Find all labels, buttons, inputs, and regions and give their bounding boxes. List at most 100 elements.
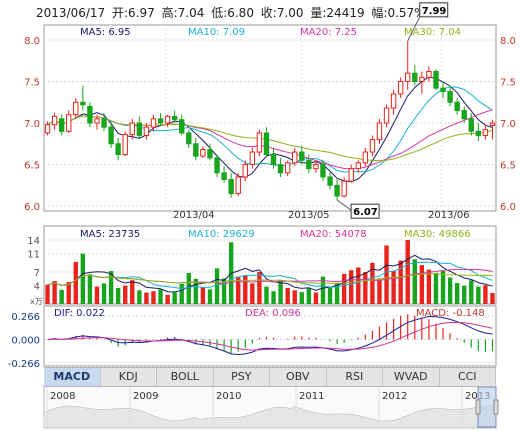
macd-dif-line [47, 315, 493, 356]
candle-body [327, 176, 333, 186]
volume-bar [271, 291, 276, 304]
candle-body [313, 164, 319, 170]
candle-body [179, 119, 185, 134]
candle-body [412, 72, 418, 82]
candle-body [101, 118, 107, 128]
price-y-tick-right: 8.0 [500, 36, 516, 47]
candle-body [376, 122, 383, 141]
tab-macd[interactable]: MACD [44, 368, 101, 386]
volume-bar [412, 259, 417, 304]
macd-y-tick: 0.000 [11, 336, 40, 347]
volume-bar [115, 288, 121, 304]
volume-bar [292, 290, 297, 304]
tab-wvad[interactable]: WVAD [383, 368, 440, 386]
high-callout-line [407, 12, 423, 42]
volume-bar [236, 276, 241, 304]
candle-body [94, 118, 100, 124]
price-y-tick-left: 8.0 [24, 36, 40, 47]
candle-body [193, 143, 199, 157]
volume-ma30-line [47, 273, 493, 286]
volume-bar [405, 240, 410, 304]
volume-bar [207, 289, 213, 304]
tab-psy[interactable]: PSY [214, 368, 270, 386]
volume-bar [94, 286, 100, 304]
tab-cci[interactable]: CCI [440, 368, 496, 386]
candle-body [242, 164, 248, 178]
macd-gridlines [44, 315, 496, 364]
candle-body [440, 87, 446, 92]
candle-body [348, 168, 354, 182]
candle-body [58, 118, 65, 132]
volume-bar [419, 265, 425, 304]
candle-body [207, 149, 213, 159]
price-y-tick-left: 7.5 [24, 78, 40, 89]
tab-rsi[interactable]: RSI [327, 368, 383, 386]
indicator-tabs: MACD KDJ BOLL PSY OBV RSI WVAD CCI [44, 367, 496, 387]
candle-body [122, 134, 128, 156]
tab-boll[interactable]: BOLL [157, 368, 214, 386]
candle-body [214, 157, 220, 174]
quote-info-bar: 2013/06/17 开:6.97 高:7.04 低:6.80 收:7.00 量… [36, 4, 429, 21]
volume-bar [52, 281, 57, 304]
volume-bar [462, 285, 467, 304]
range-handle-right[interactable] [493, 399, 499, 415]
price-legend-ma20: MA20: 7.25 [300, 27, 357, 38]
tab-kdj[interactable]: KDJ [101, 368, 157, 386]
price-y-tick-right: 7.5 [500, 78, 516, 89]
price-legend-ma5: MA5: 6.95 [80, 27, 131, 38]
candle-body [299, 151, 305, 161]
candle-body [475, 130, 482, 136]
volume-bar [426, 269, 432, 304]
volume-bar [264, 286, 269, 304]
candle-body [355, 162, 361, 170]
candle-body [489, 122, 496, 126]
volume-bar [257, 272, 262, 304]
volume-bar [172, 292, 177, 304]
candle-body [270, 154, 277, 165]
macd-y-tick: -0.266 [8, 359, 40, 370]
price-y-tick-left: 6.5 [24, 161, 40, 172]
candle-body [44, 124, 51, 134]
volume-bar [200, 287, 206, 304]
quote-close: 收:7.00 [260, 6, 304, 20]
candle-body [454, 101, 460, 112]
volume-y-tick: 4 [34, 282, 40, 293]
tab-obv[interactable]: OBV [270, 368, 327, 386]
quote-open: 开:6.97 [112, 6, 155, 20]
candle-body [73, 101, 79, 116]
low-callout-value: 6.07 [353, 207, 378, 218]
volume-bar [447, 277, 453, 304]
price-y-tick-right: 7.0 [500, 119, 516, 130]
macd-y-ticks: 0.266 0.000 -0.266 [8, 312, 40, 370]
candle-body [397, 81, 404, 95]
volume-bar [73, 261, 78, 304]
volume-bar [45, 284, 50, 304]
volume-bar [158, 289, 163, 304]
volume-bar [469, 280, 474, 304]
price-y-tick-left: 7.0 [24, 119, 40, 130]
macd-y-tick: 0.266 [11, 312, 40, 323]
price-y-tick-right: 6.0 [500, 202, 516, 213]
candlesticks [44, 40, 496, 201]
candle-body [186, 132, 192, 145]
range-handle-left[interactable] [475, 399, 481, 415]
volume-bar [144, 292, 149, 304]
volume-unit-label: x万 [30, 297, 43, 306]
volume-bar [243, 275, 248, 304]
volume-bar [483, 285, 488, 304]
volume-bar [221, 278, 227, 304]
price-panel-frame [43, 24, 497, 212]
overview-area [44, 406, 496, 427]
price-ma30-line [47, 115, 493, 162]
volume-ma-lines [47, 254, 493, 293]
volume-bar [130, 280, 135, 304]
candle-body [482, 129, 489, 136]
candle-body [383, 107, 390, 124]
volume-bar [59, 289, 64, 304]
overview-range-selector[interactable] [477, 386, 497, 428]
low-callout: 6.07 [336, 199, 380, 219]
candle-body [334, 184, 340, 197]
candle-body [405, 72, 411, 82]
candle-body [447, 90, 453, 103]
